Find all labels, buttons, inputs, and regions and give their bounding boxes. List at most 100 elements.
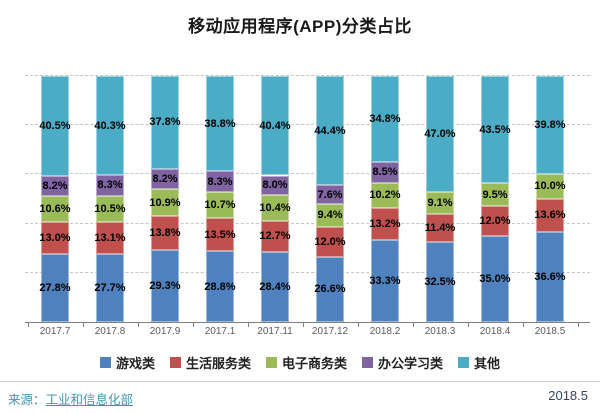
legend-item-办公学习类[interactable]: 办公学习类 — [362, 353, 443, 372]
x-axis-label: 2018.2 — [369, 326, 401, 337]
segment-label: 40.4% — [259, 119, 291, 132]
segment-label: 9.4% — [317, 209, 343, 222]
bar-segment-其他[interactable] — [151, 76, 179, 169]
source-link[interactable]: 工业和信息化部 — [45, 393, 134, 407]
bar-segment-游戏类[interactable] — [426, 242, 454, 322]
segment-label: 39.8% — [534, 118, 566, 131]
bar-segment-其他[interactable] — [536, 76, 564, 174]
legend-swatch-icon — [458, 357, 470, 368]
footer: 来源：工业和信息化部 2018.5 — [0, 381, 600, 413]
bar-segment-办公学习类[interactable] — [371, 161, 399, 183]
bar-segment-电子商务类[interactable] — [206, 191, 234, 219]
bar-segment-生活服务类[interactable] — [96, 221, 124, 254]
segment-label: 10.4% — [259, 201, 291, 214]
x-axis-tick — [137, 323, 139, 327]
bar-segment-其他[interactable] — [371, 76, 399, 162]
bar-segment-电子商务类[interactable] — [96, 195, 124, 222]
legend-swatch-icon — [169, 357, 181, 368]
segment-label: 9.5% — [482, 188, 508, 201]
bar-segment-游戏类[interactable] — [206, 251, 234, 322]
x-axis-tick — [27, 323, 29, 327]
bar-segment-电子商务类[interactable] — [261, 195, 289, 221]
bar-segment-生活服务类[interactable] — [151, 216, 179, 250]
bar-segment-其他[interactable] — [41, 76, 69, 176]
bar-segment-电子商务类[interactable] — [316, 203, 344, 228]
segment-label: 10.5% — [94, 202, 126, 215]
bar-segment-其他[interactable] — [481, 76, 509, 184]
segment-label: 12.0% — [479, 215, 511, 228]
bar-segment-电子商务类[interactable] — [41, 195, 69, 222]
segment-label: 12.7% — [259, 230, 291, 243]
bar-segment-生活服务类[interactable] — [206, 218, 234, 252]
bar-segment-游戏类[interactable] — [371, 240, 399, 322]
x-axis-tick — [357, 323, 359, 327]
report-date: 2018.5 — [548, 388, 588, 403]
segment-label: 28.4% — [259, 281, 291, 294]
bar-segment-生活服务类[interactable] — [371, 207, 399, 241]
bar-segment-办公学习类[interactable] — [316, 185, 344, 204]
bar-segment-生活服务类[interactable] — [481, 206, 509, 236]
chart-title: 移动应用程序(APP)分类占比 — [188, 17, 412, 36]
legend-label: 电子商务类 — [281, 356, 347, 371]
bar-segment-游戏类[interactable] — [151, 249, 179, 322]
bar-segment-其他[interactable] — [261, 76, 289, 176]
plot-area: 27.8% 13.0% 10.6% 8.2% 40.5% 2017.7 27.7% 13.1%… — [25, 75, 590, 337]
segment-label: 10.9% — [149, 196, 181, 209]
bar-segment-生活服务类[interactable] — [41, 221, 69, 254]
segment-label: 34.8% — [369, 112, 401, 125]
bar-segment-游戏类[interactable] — [96, 253, 124, 322]
bar-segment-生活服务类[interactable] — [426, 214, 454, 243]
segment-label: 13.0% — [39, 231, 71, 244]
bar-segment-电子商务类[interactable] — [151, 189, 179, 216]
segment-label: 38.8% — [204, 117, 236, 130]
x-axis-label: 2017.1 — [204, 326, 236, 337]
bar-segment-办公学习类[interactable] — [41, 175, 69, 196]
bar-segment-办公学习类[interactable] — [151, 169, 179, 190]
bar-segment-生活服务类[interactable] — [261, 220, 289, 253]
legend-item-生活服务类[interactable]: 生活服务类 — [169, 353, 251, 372]
bar-segment-办公学习类[interactable] — [96, 175, 124, 196]
bar-segment-其他[interactable] — [426, 76, 454, 192]
segment-label: 10.7% — [204, 198, 236, 211]
segment-label: 13.2% — [369, 217, 401, 230]
bar-segment-电子商务类[interactable] — [481, 183, 509, 207]
segment-label: 13.8% — [149, 226, 181, 239]
gridline-20-percent — [25, 271, 590, 273]
x-axis-tick — [82, 323, 84, 327]
bar-segment-游戏类[interactable] — [536, 231, 564, 322]
segment-label: 13.5% — [204, 228, 236, 241]
legend-item-其他[interactable]: 其他 — [458, 353, 500, 372]
bar-segment-电子商务类[interactable] — [536, 173, 564, 199]
segment-label: 37.8% — [149, 116, 181, 129]
segment-label: 40.3% — [94, 119, 126, 132]
legend-swatch-icon — [362, 357, 373, 368]
bar-segment-游戏类[interactable] — [41, 253, 69, 322]
segment-label: 32.5% — [424, 276, 456, 289]
bar-segment-生活服务类[interactable] — [536, 198, 564, 232]
bar-segment-其他[interactable] — [206, 76, 234, 172]
x-axis-label: 2018.5 — [534, 326, 566, 337]
bar-segment-游戏类[interactable] — [481, 235, 509, 322]
bar-segment-办公学习类[interactable] — [206, 171, 234, 192]
legend-item-电子商务类[interactable]: 电子商务类 — [265, 353, 347, 372]
bar-segment-办公学习类[interactable] — [261, 175, 289, 196]
legend-label: 生活服务类 — [185, 356, 251, 371]
bar-segment-游戏类[interactable] — [261, 252, 289, 322]
bar-segment-生活服务类[interactable] — [316, 227, 344, 257]
segment-label: 10.6% — [39, 202, 71, 215]
bar-segment-其他[interactable] — [316, 76, 344, 186]
x-axis-tick — [467, 323, 469, 327]
segment-label: 26.6% — [314, 283, 346, 296]
x-axis-tick — [577, 323, 579, 327]
segment-label: 40.5% — [39, 119, 71, 132]
segment-label: 36.6% — [534, 270, 566, 283]
bar-segment-电子商务类[interactable] — [371, 182, 399, 208]
x-axis-tick — [412, 323, 414, 327]
bar-segment-其他[interactable] — [96, 76, 124, 176]
bar-segment-游戏类[interactable] — [316, 256, 344, 322]
segment-label: 8.3% — [97, 179, 123, 192]
legend-item-游戏类[interactable]: 游戏类 — [99, 353, 155, 372]
bar-segment-电子商务类[interactable] — [426, 191, 454, 215]
segment-label: 13.6% — [534, 209, 566, 222]
